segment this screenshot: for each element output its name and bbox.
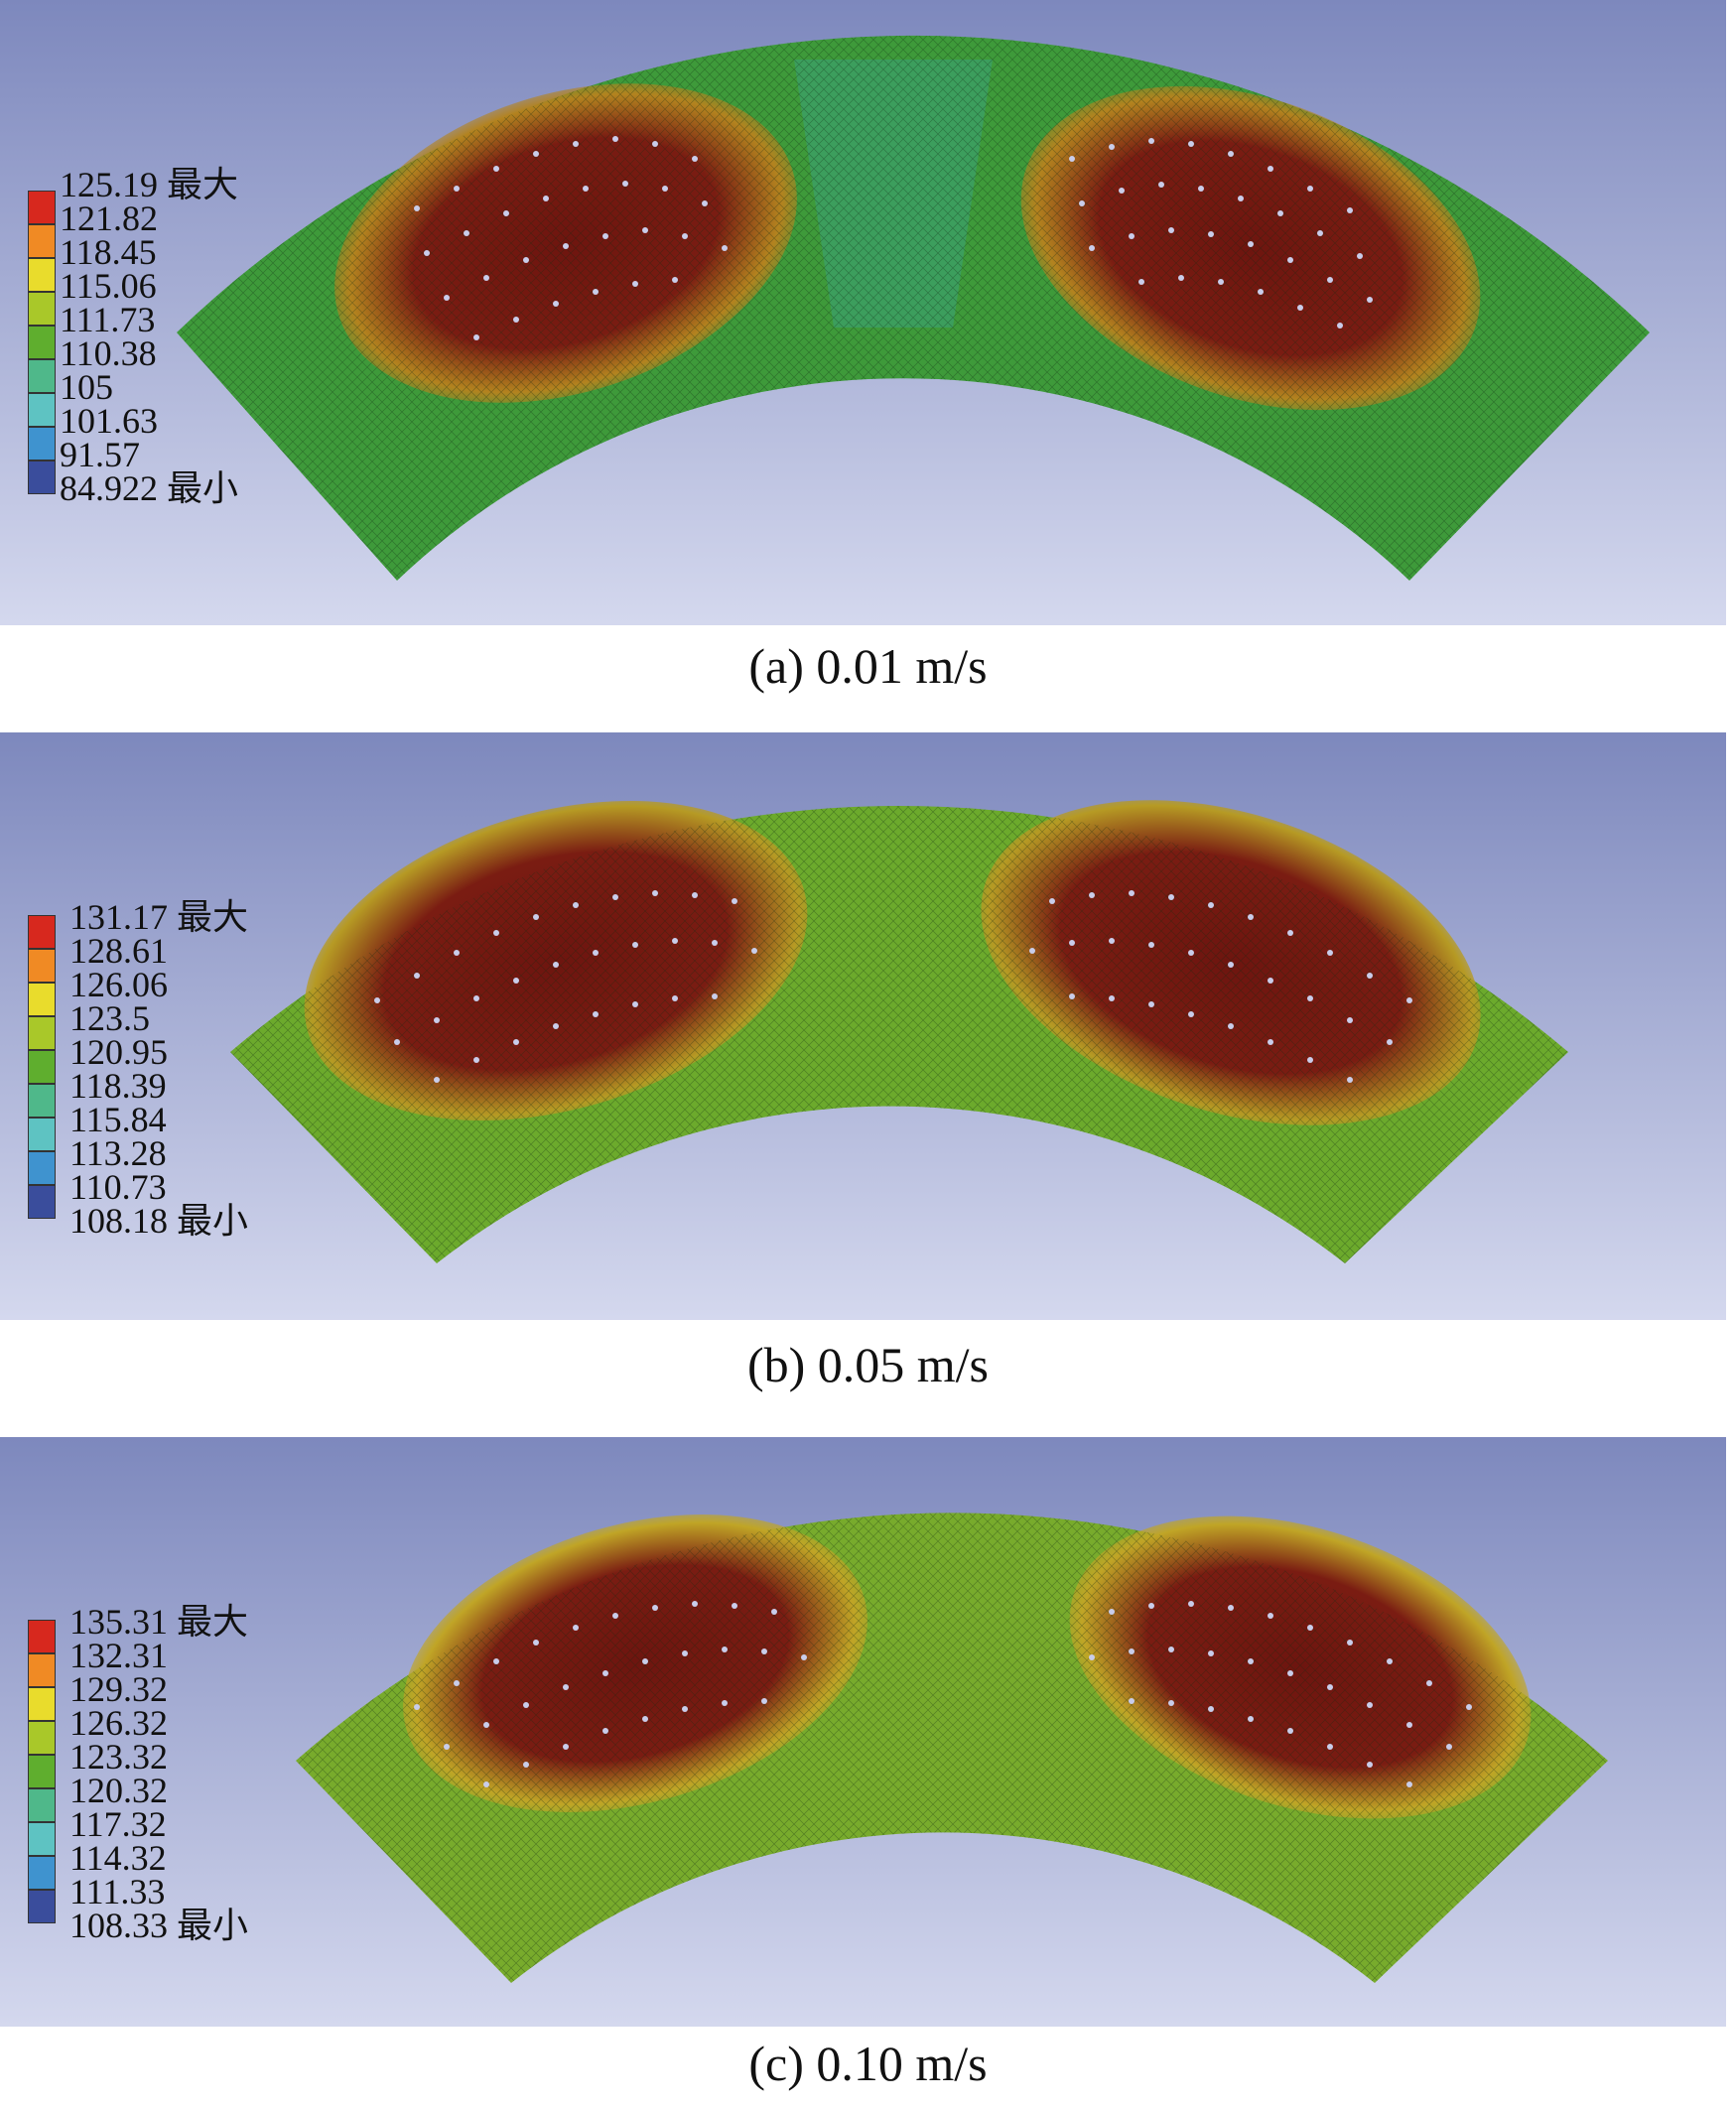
legend-value: 126.32 (69, 1703, 168, 1743)
legend-value: 120.95 (69, 1032, 168, 1072)
legend-swatch (28, 1822, 56, 1856)
legend-max-label: 最大 (177, 897, 249, 937)
legend-value: 126.06 (69, 965, 168, 1004)
legend-value: 113.28 (69, 1133, 167, 1173)
legend-swatch (28, 1856, 56, 1890)
mesh-overlay (230, 806, 1568, 1263)
legend-value: 128.61 (69, 931, 168, 971)
legend-value: 129.32 (69, 1669, 168, 1709)
contour-panel-c: 135.31 最大 132.31 129.32 126.32 123.32 12… (0, 1437, 1726, 2027)
legend-value: 111.33 (69, 1872, 166, 1911)
legend-value: 110.38 (60, 333, 157, 373)
legend-swatch (28, 1151, 56, 1185)
legend-swatch (28, 1721, 56, 1755)
legend-max-label: 最大 (167, 165, 239, 204)
legend-value: 123.32 (69, 1737, 168, 1777)
legend-swatch (28, 461, 56, 494)
legend-swatch (28, 326, 56, 359)
legend-min-label: 最小 (177, 1906, 249, 1945)
caption-c: (c) 0.10 m/s (748, 2036, 988, 2091)
contour-panel-b: 131.17 最大 128.61 126.06 123.5 120.95 118… (0, 732, 1726, 1320)
legend-value: 115.06 (60, 266, 157, 306)
legend-swatch (28, 1084, 56, 1118)
caption-a: (a) 0.01 m/s (748, 638, 988, 694)
legend-swatch (28, 983, 56, 1016)
node-dots-right (1069, 138, 1373, 329)
legend-swatch (28, 1890, 56, 1923)
legend-swatch (28, 258, 56, 292)
legend-min-value: 108.33 最小 (69, 1906, 249, 1945)
legend-swatch (28, 1050, 56, 1084)
legend-value: 105 (60, 367, 113, 407)
legend-value: 115.84 (69, 1100, 167, 1139)
node-dots-right (1089, 1601, 1472, 1787)
legend-value: 118.45 (60, 232, 157, 272)
legend-swatch (28, 1185, 56, 1219)
legend-swatch (28, 1687, 56, 1721)
contour-plot-a (0, 0, 1726, 625)
legend-value: 114.32 (69, 1838, 167, 1878)
legend-value: 132.31 (69, 1636, 168, 1675)
legend-swatch (28, 224, 56, 258)
legend-max-value: 125.19 最大 (60, 165, 239, 204)
legend-value: 110.73 (69, 1167, 167, 1207)
mesh-overlay (296, 1513, 1608, 1983)
mesh-overlay (177, 35, 1650, 581)
legend-swatch (28, 1653, 56, 1687)
legend-value: 91.57 (60, 435, 140, 474)
legend-value: 120.32 (69, 1771, 168, 1810)
legend-swatch (28, 393, 56, 427)
legend-min-value: 84.922 最小 (60, 468, 239, 508)
caption-b: (b) 0.05 m/s (746, 1337, 990, 1392)
legend-swatch (28, 949, 56, 983)
node-dots-right (1029, 890, 1412, 1083)
legend-swatch (28, 292, 56, 326)
legend-min-label: 最小 (167, 468, 239, 508)
contour-plot-b (0, 732, 1726, 1320)
legend-swatch (28, 915, 56, 949)
legend-min-value: 108.18 最小 (69, 1201, 249, 1241)
legend-swatch (28, 1755, 56, 1788)
legend-min-label: 最小 (177, 1201, 249, 1241)
legend-swatch (28, 1620, 56, 1653)
legend-swatch (28, 1788, 56, 1822)
legend-value: 123.5 (69, 998, 150, 1038)
node-dots-left (414, 136, 728, 340)
node-dots-left (374, 890, 757, 1083)
legend-value: 117.32 (69, 1804, 167, 1844)
legend-swatch (28, 1016, 56, 1050)
legend-value: 101.63 (60, 401, 158, 441)
contour-panel-a: 125.19 最大 121.82 118.45 115.06 111.73 11… (0, 0, 1726, 625)
legend-value: 118.39 (69, 1066, 167, 1106)
node-dots-left (414, 1601, 807, 1787)
legend-swatch (28, 1118, 56, 1151)
legend-value: 111.73 (60, 300, 156, 339)
legend-max-label: 最大 (177, 1602, 249, 1642)
legend-max-value: 131.17 最大 (69, 897, 249, 937)
legend-max-value: 135.31 最大 (69, 1602, 249, 1642)
legend-swatch (28, 191, 56, 224)
legend-swatch (28, 427, 56, 461)
legend-value: 121.82 (60, 198, 158, 238)
legend-swatch (28, 359, 56, 393)
contour-plot-c (0, 1437, 1726, 2027)
